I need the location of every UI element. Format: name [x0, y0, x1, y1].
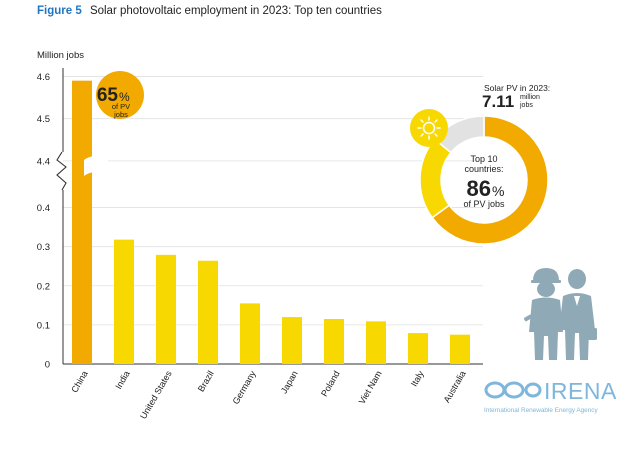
bar-poland: [324, 319, 344, 364]
china-bar-break: [84, 156, 108, 176]
bar-italy: [408, 333, 428, 364]
x-tick-label: China: [69, 369, 89, 394]
x-tick-label: Germany: [231, 369, 258, 406]
logo-subtitle: International Renewable Energy Agency: [484, 407, 598, 414]
bar-australia: [450, 334, 470, 364]
y-tick-label: 4.5: [37, 114, 50, 125]
callout-line1: of PV: [112, 102, 130, 111]
bar-united-states: [156, 254, 176, 364]
bars-group: [72, 80, 470, 365]
logo-name: IRENA: [544, 378, 617, 404]
irena-logo: IRENA International Renewable Energy Age…: [484, 378, 617, 414]
donut-segment-china: [431, 115, 549, 245]
x-tick-label: Japan: [279, 369, 300, 395]
y-tick-label: 4.6: [37, 72, 50, 83]
donut-center-percent: %: [492, 183, 504, 199]
sun-icon: [410, 109, 448, 147]
china-share-callout: 65 % of PV jobs: [96, 71, 144, 119]
donut-unit-2: jobs: [519, 102, 533, 109]
x-tick-label: Australia: [442, 369, 468, 404]
callout-line2: jobs: [113, 110, 128, 119]
donut-header: Solar PV in 2023:: [484, 83, 550, 93]
x-tick-label: Italy: [409, 369, 426, 389]
bar-china: [72, 80, 92, 365]
figure-label: Figure 5: [37, 5, 82, 17]
donut-center-line3: of PV jobs: [463, 199, 505, 209]
x-ticks: China India United States Brazil Germany Japa…: [69, 369, 467, 421]
bar-viet-nam: [366, 321, 386, 364]
donut-unit-1: million: [520, 94, 540, 101]
figure-title-text: Solar photovoltaic employment in 2023: T…: [89, 5, 382, 17]
x-tick-label: United States: [138, 369, 174, 421]
y-axis-label: Million jobs: [37, 50, 84, 61]
x-tick-label: Poland: [319, 369, 342, 398]
bar-japan: [282, 317, 302, 364]
donut-center-line1: Top 10: [470, 154, 497, 164]
figure-title: Figure 5 Solar photovoltaic employment i…: [37, 5, 382, 17]
donut-center-line2: countries:: [464, 164, 503, 174]
bar-india: [114, 239, 134, 364]
y-ticks: 0 0.1 0.2 0.3 0.4 4.4 4.5 4.6: [37, 72, 50, 371]
donut-total: 7.11: [482, 92, 514, 111]
x-tick-label: Brazil: [196, 369, 216, 393]
donut-segment-other-top-10: [419, 138, 452, 219]
y-tick-label: 0.4: [37, 203, 50, 214]
x-tick-label: India: [113, 369, 131, 391]
y-tick-label: 0.2: [37, 281, 50, 292]
y-tick-label: 4.4: [37, 156, 50, 167]
workers-icon: [523, 268, 597, 360]
callout-big-number: 65: [97, 85, 119, 106]
callout-percent: %: [119, 90, 130, 104]
axis-break-mark: [56, 151, 67, 191]
y-tick-label: 0: [45, 360, 50, 371]
bar-brazil: [198, 260, 218, 364]
x-tick-label: Viet Nam: [357, 369, 384, 406]
y-tick-label: 0.1: [37, 320, 50, 331]
y-tick-label: 0.3: [37, 242, 50, 253]
donut-center-big: 86: [467, 176, 491, 201]
bar-germany: [240, 303, 260, 364]
